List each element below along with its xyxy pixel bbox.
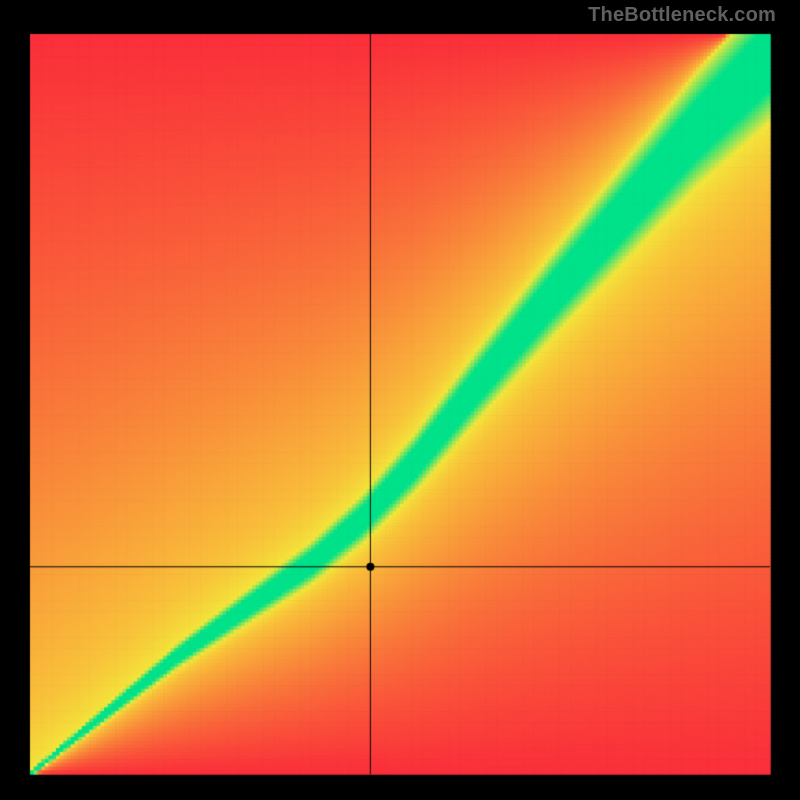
- bottleneck-heatmap: [0, 0, 800, 800]
- watermark-text: TheBottleneck.com: [588, 4, 776, 27]
- chart-container: TheBottleneck.com: [0, 0, 800, 800]
